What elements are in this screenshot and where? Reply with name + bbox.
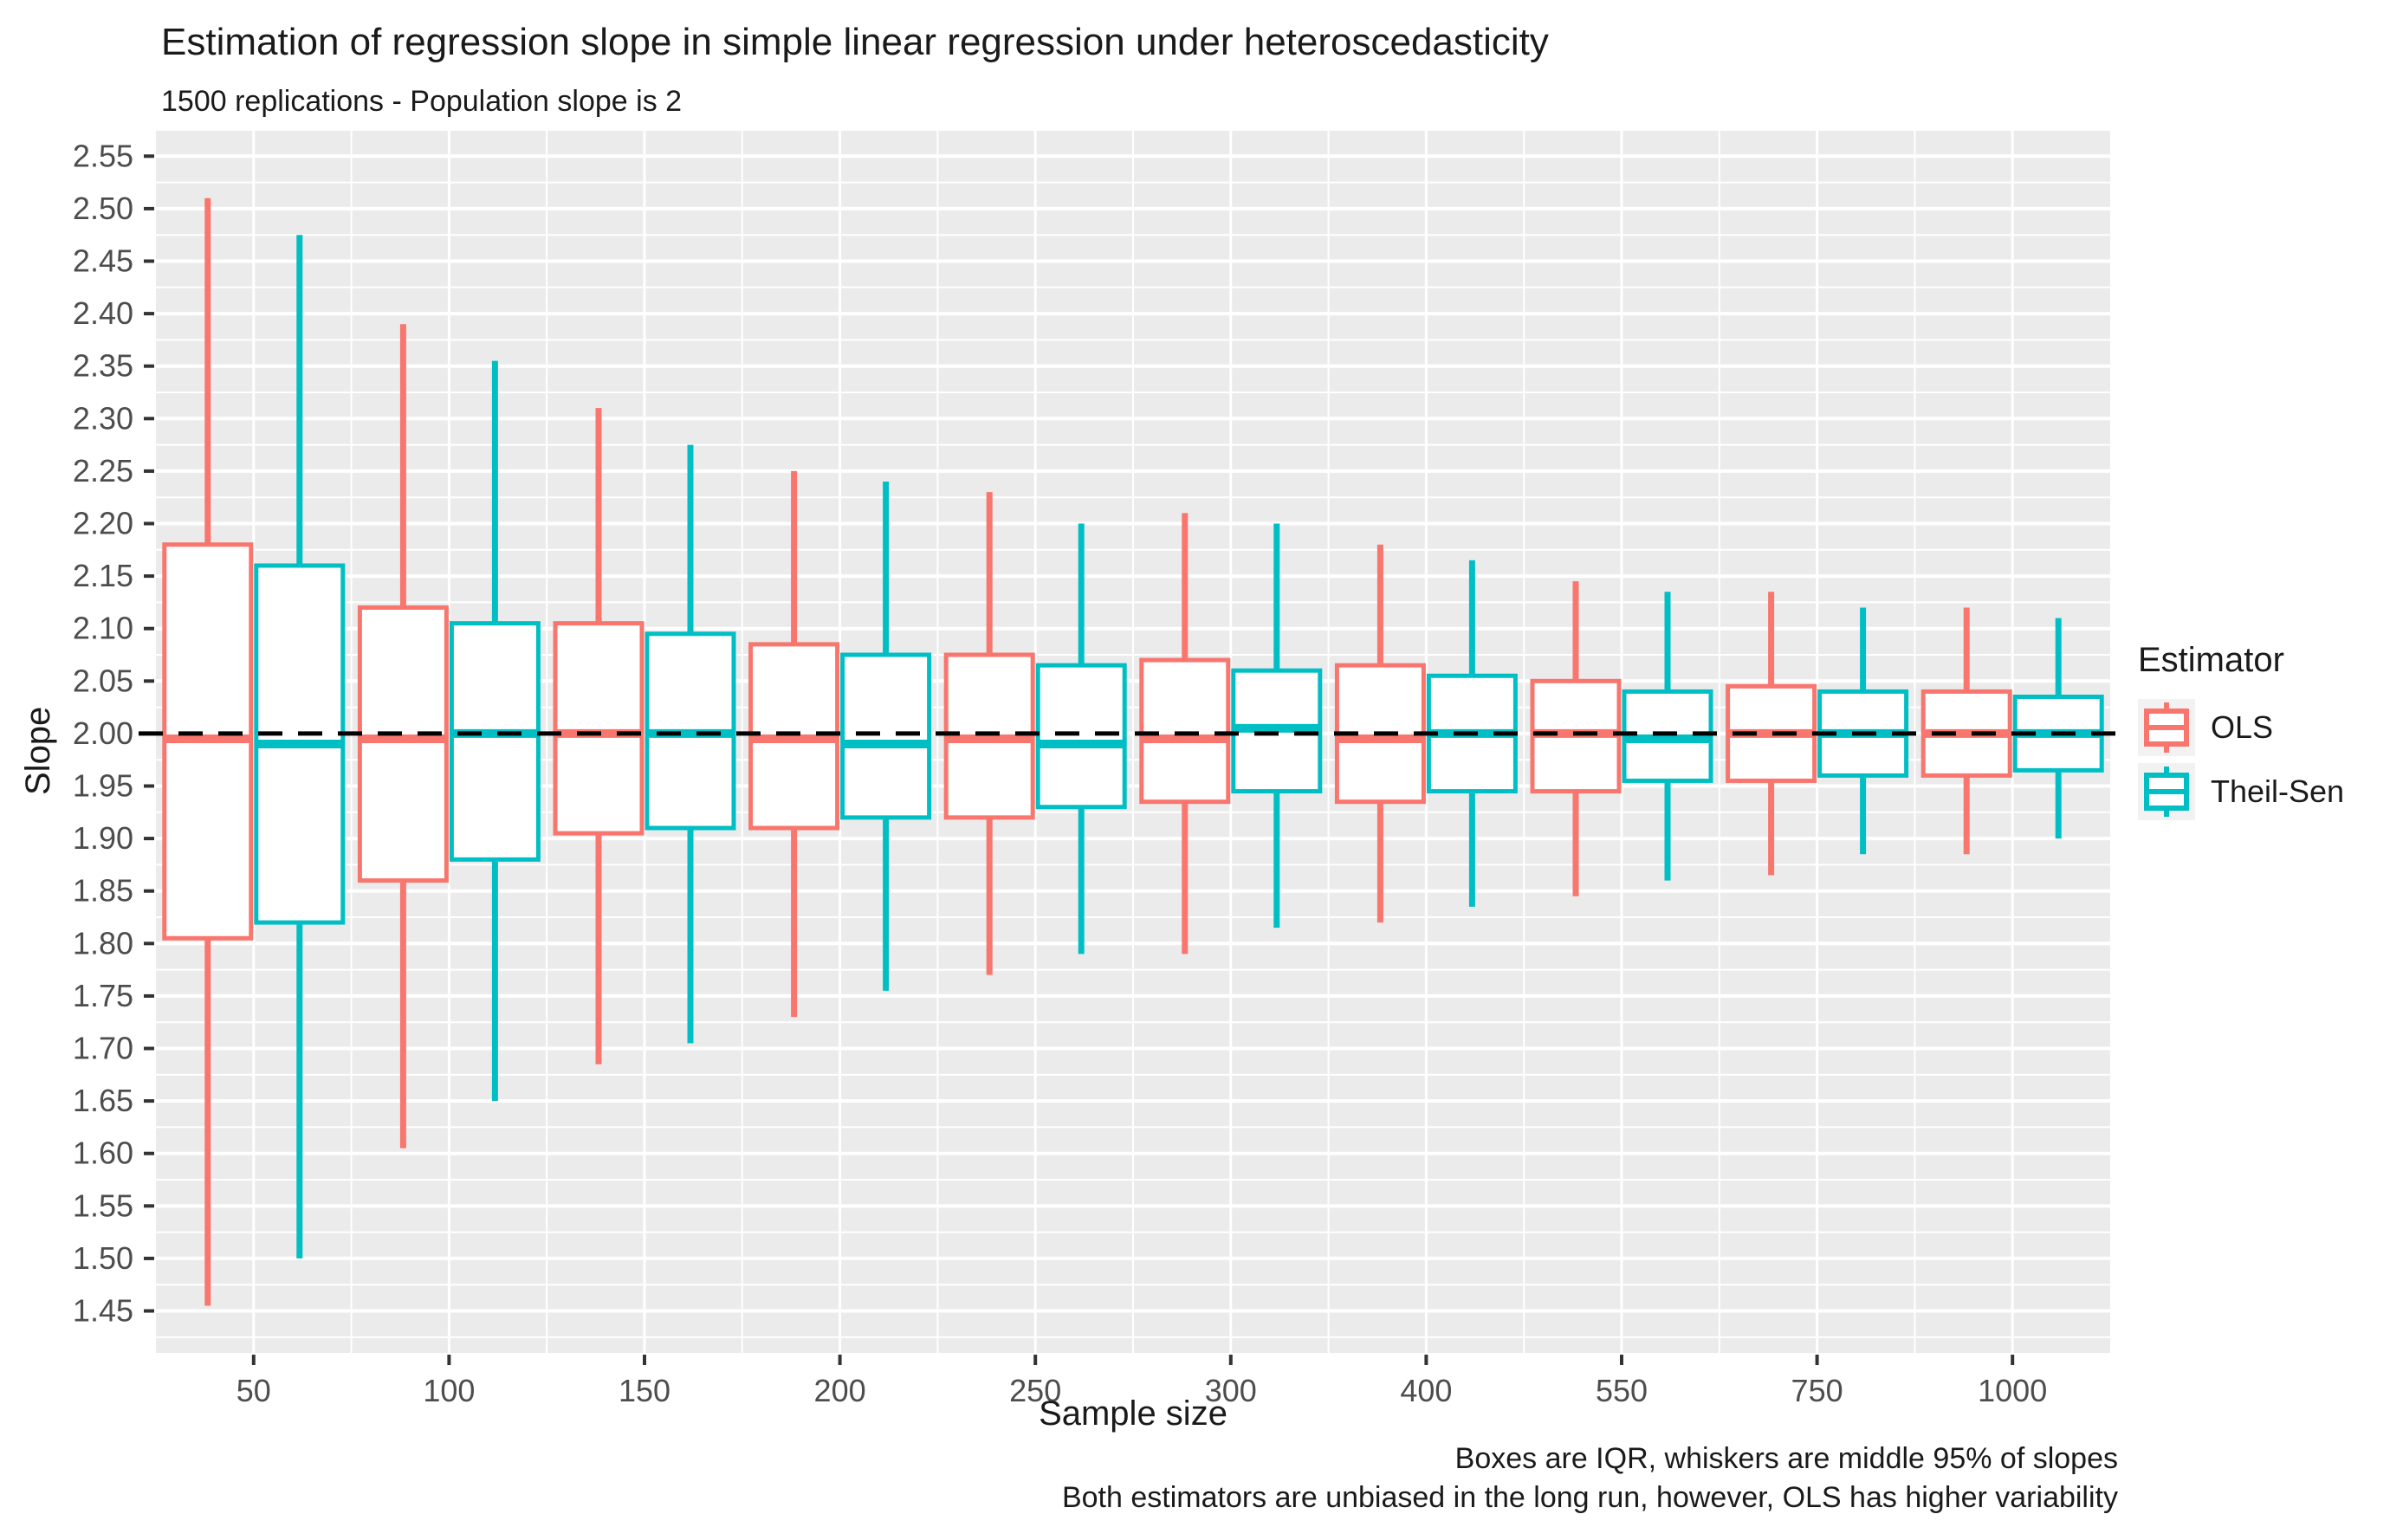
x-tick-label: 750 <box>1791 1373 1843 1408</box>
x-tick-label: 550 <box>1596 1373 1648 1408</box>
y-tick-label: 1.50 <box>73 1240 133 1276</box>
y-tick-label: 2.25 <box>73 453 133 489</box>
boxplot-key-icon-ols <box>2138 699 2195 756</box>
x-tick-label: 1000 <box>1978 1373 2047 1408</box>
legend: Estimator OLS Theil-Sen <box>2138 641 2387 827</box>
y-tick-label: 1.55 <box>73 1187 133 1223</box>
y-tick-label: 2.05 <box>73 663 133 698</box>
y-tick-label: 1.60 <box>73 1136 133 1171</box>
chart-subtitle: 1500 replications - Population slope is … <box>161 85 683 118</box>
x-tick-label: 100 <box>423 1373 475 1408</box>
boxplot-ols-100-box <box>357 605 449 883</box>
x-tick-label: 250 <box>1009 1373 1061 1408</box>
x-tick-label: 400 <box>1400 1373 1452 1408</box>
y-tick-label: 2.30 <box>73 400 133 436</box>
x-tick-label: 50 <box>236 1373 271 1408</box>
y-axis-title: Slope <box>19 706 57 795</box>
y-tick-label: 1.90 <box>73 820 133 856</box>
y-tick-label: 2.50 <box>73 191 133 226</box>
y-tick-label: 1.70 <box>73 1031 133 1066</box>
legend-title: Estimator <box>2138 641 2284 679</box>
boxplot-theil-sen-100-box <box>449 621 541 862</box>
y-tick-label: 1.75 <box>73 978 133 1013</box>
y-tick-label: 2.00 <box>73 715 133 751</box>
chart-title: Estimation of regression slope in simple… <box>161 21 1549 63</box>
y-tick-label: 2.10 <box>73 611 133 646</box>
y-tick-label: 1.45 <box>73 1293 133 1329</box>
y-tick-label: 2.15 <box>73 558 133 593</box>
y-tick-label: 2.20 <box>73 506 133 541</box>
boxplot-key-icon-theil-sen <box>2138 763 2195 820</box>
boxplot-theil-sen-250-box <box>1035 663 1127 810</box>
caption-line-2: Both estimators are unbiased in the long… <box>1061 1481 2118 1514</box>
legend-label-ols: OLS <box>2211 709 2274 745</box>
y-tick-label: 2.35 <box>73 348 133 384</box>
y-tick-label: 1.85 <box>73 873 133 909</box>
boxplot-ols-300-box <box>1139 657 1231 805</box>
legend-label-theil-sen: Theil-Sen <box>2211 773 2345 809</box>
legend-item-ols: OLS <box>2138 699 2387 756</box>
y-tick-label: 1.95 <box>73 768 133 804</box>
caption-line-1: Boxes are IQR, whiskers are middle 95% o… <box>1454 1442 2118 1475</box>
y-tick-label: 2.55 <box>73 138 133 173</box>
y-tick-label: 1.80 <box>73 925 133 961</box>
x-tick-label: 300 <box>1205 1373 1257 1408</box>
y-tick-label: 1.65 <box>73 1083 133 1118</box>
boxplot-theil-sen-200-box <box>840 652 932 820</box>
legend-item-theil-sen: Theil-Sen <box>2138 763 2387 820</box>
y-tick-label: 2.45 <box>73 243 133 279</box>
boxplot-ols-150-box <box>553 621 644 836</box>
x-tick-label: 200 <box>814 1373 866 1408</box>
x-axis-title: Sample size <box>1039 1394 1227 1433</box>
y-tick-label: 2.40 <box>73 295 133 331</box>
x-tick-label: 150 <box>619 1373 670 1408</box>
caption: Boxes are IQR, whiskers are middle 95% o… <box>1062 1440 2118 1517</box>
